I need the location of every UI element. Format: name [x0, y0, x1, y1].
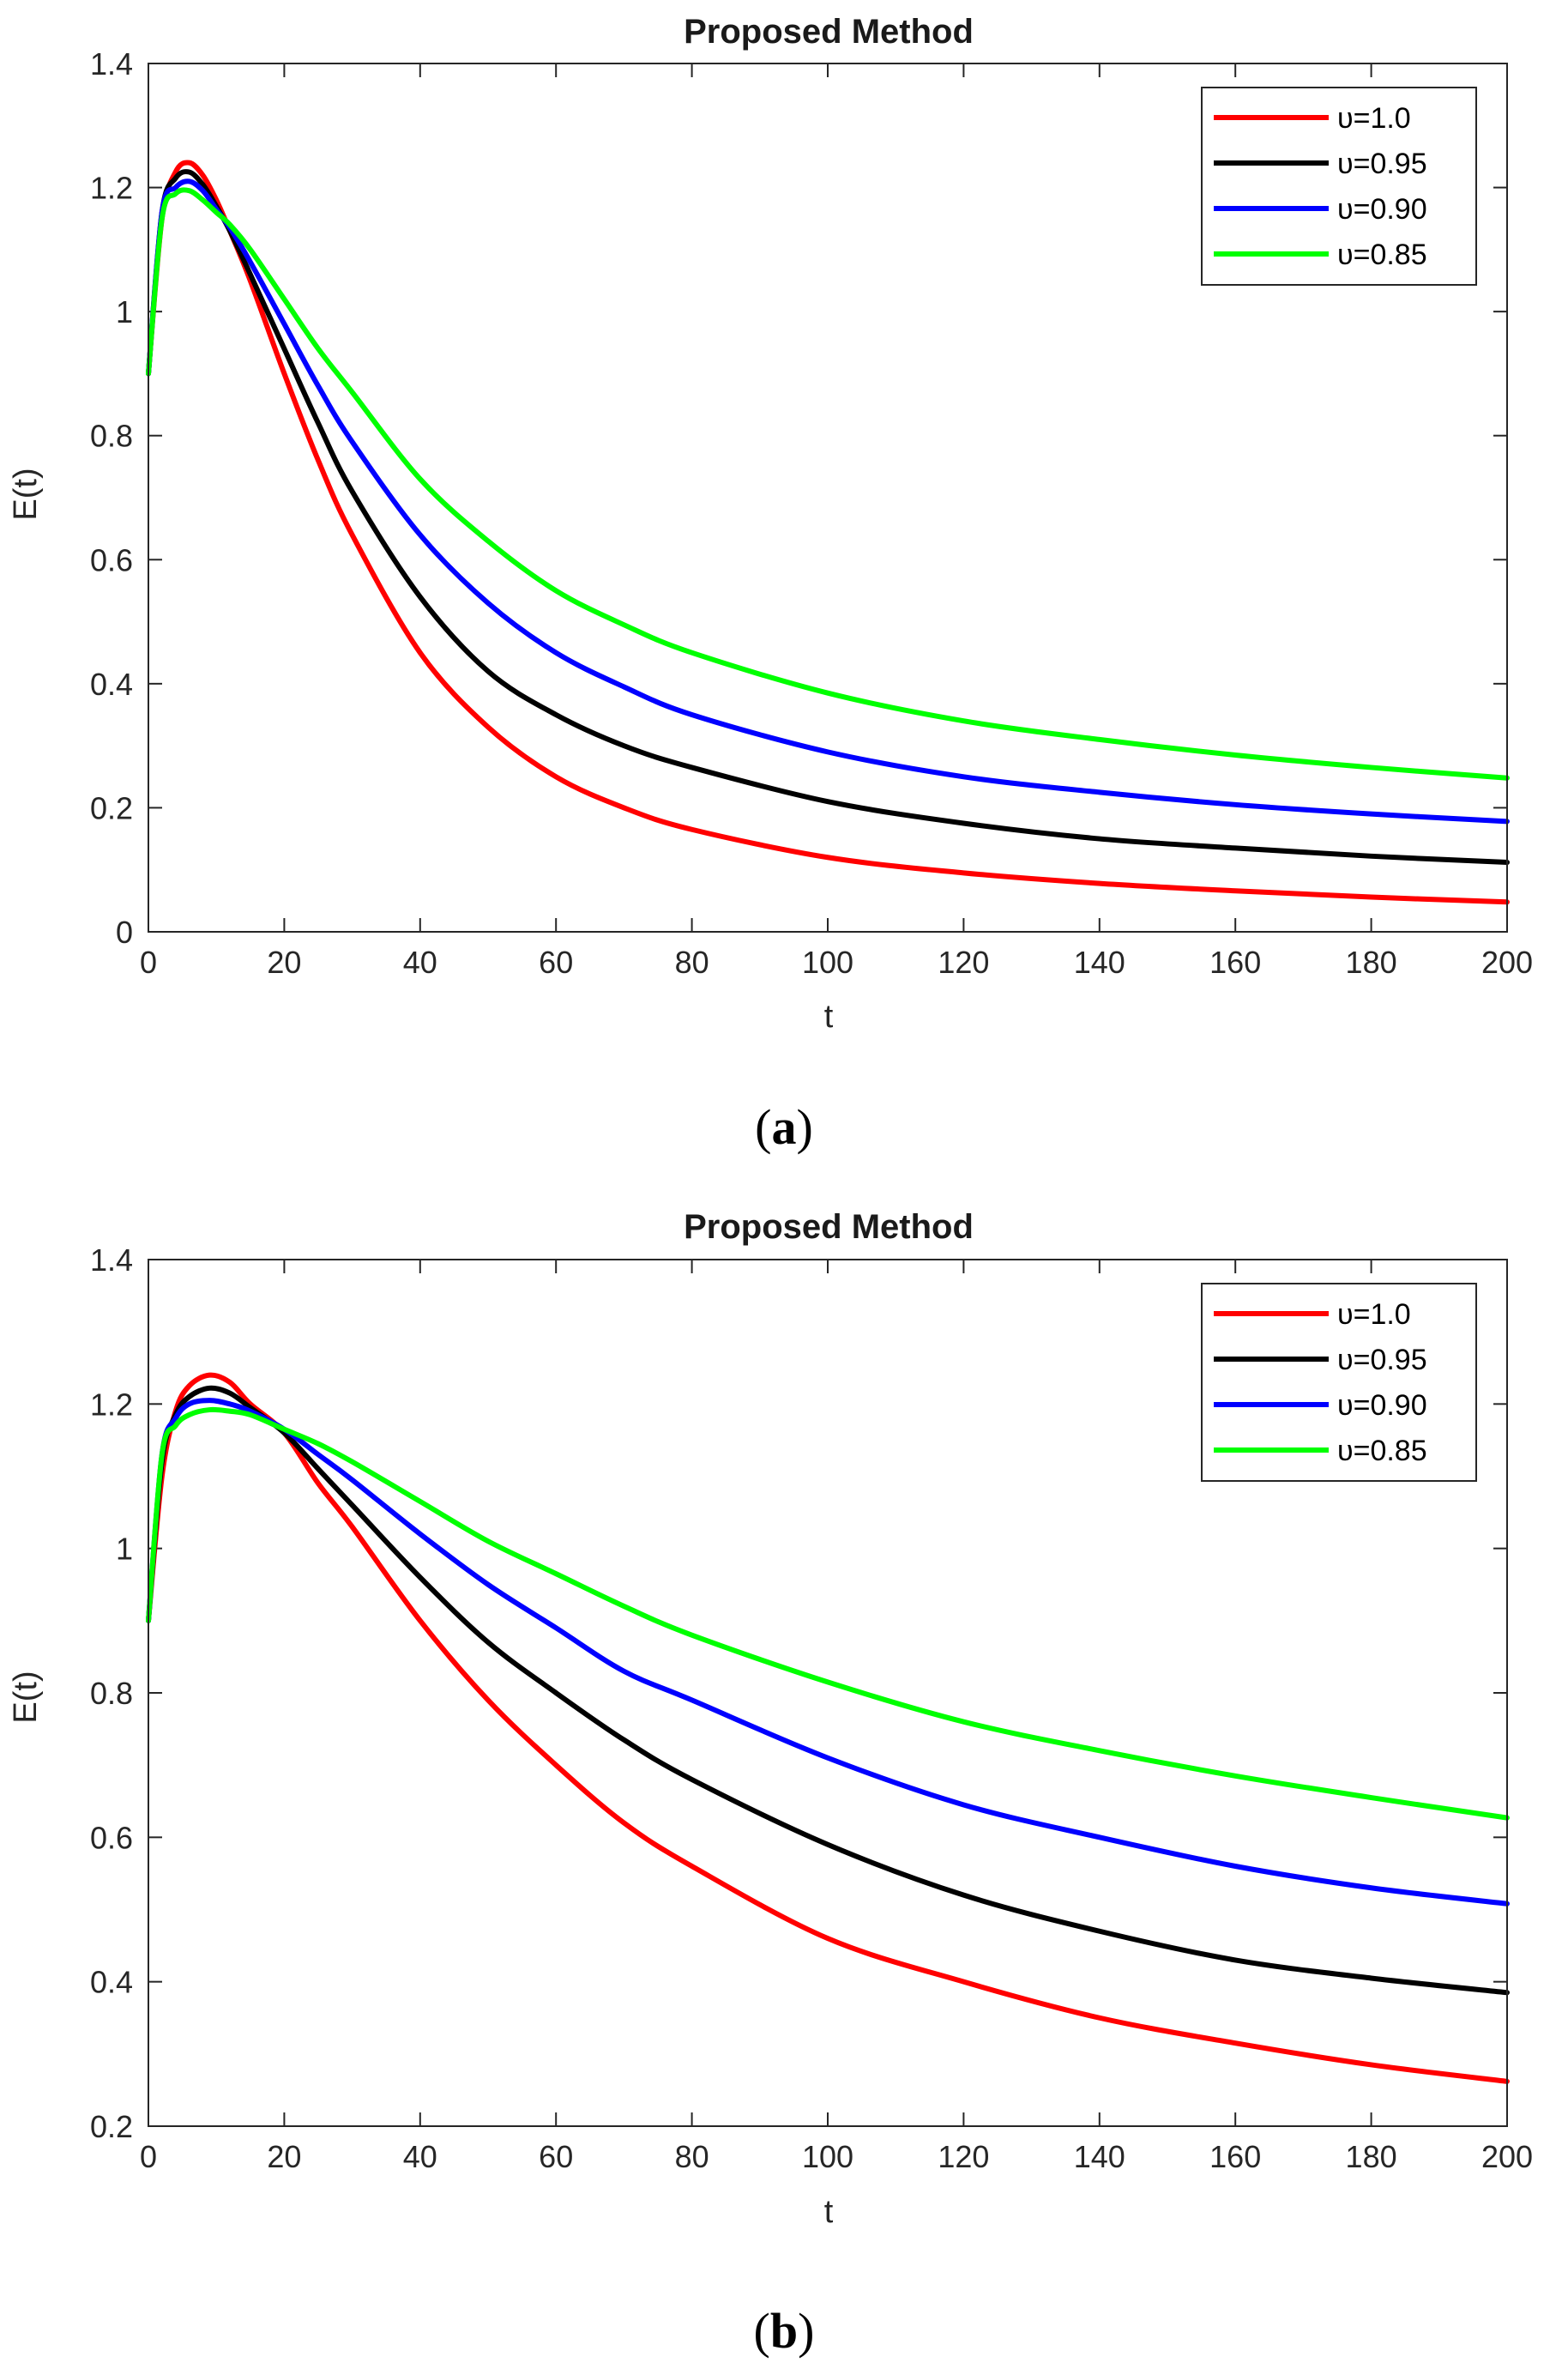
y-tick-label: 1.2	[90, 171, 133, 206]
caption-close-paren: )	[797, 1099, 813, 1155]
legend-label: υ=0.90	[1337, 1389, 1427, 1422]
x-tick-label: 140	[1074, 945, 1125, 980]
x-tick-label: 0	[140, 945, 157, 980]
series-line	[146, 1398, 1510, 1907]
x-tick-label: 180	[1346, 2139, 1397, 2174]
x-tick-label: 120	[938, 2139, 989, 2174]
caption-letter: a	[772, 1099, 797, 1155]
y-tick-label: 1	[116, 294, 133, 329]
y-axis-label: E(t)	[8, 468, 44, 520]
x-tick-label: 40	[403, 945, 437, 980]
chart-title: Proposed Method	[684, 13, 974, 51]
y-tick-label: 0.8	[90, 419, 133, 454]
x-tick-label: 60	[539, 2139, 573, 2174]
y-axis-ticks: 0 0.2 0.4 0.6 0.8 1 1.2 1.4	[90, 46, 1507, 950]
y-tick-label: 0.2	[90, 2109, 133, 2144]
panel-caption: (b)	[754, 2303, 815, 2359]
x-tick-label: 200	[1481, 2139, 1533, 2174]
y-tick-label: 0.4	[90, 1965, 133, 2000]
x-axis-ticks: 0 20 40 60 80 100 120 140 160 180 200	[140, 1260, 1533, 2174]
series-line	[146, 1406, 1510, 1821]
x-tick-label: 160	[1209, 2139, 1261, 2174]
caption-open-paren: (	[754, 2303, 770, 2359]
y-tick-label: 0.6	[90, 542, 133, 577]
y-tick-label: 0	[116, 915, 133, 950]
legend: υ=1.0 υ=0.95 υ=0.90 υ=0.85	[1201, 87, 1477, 286]
series-line	[146, 160, 1510, 905]
caption-open-paren: (	[755, 1099, 771, 1155]
series-line	[146, 1385, 1510, 1996]
x-tick-label: 180	[1346, 945, 1397, 980]
x-tick-label: 140	[1074, 2139, 1125, 2174]
legend-label: υ=0.95	[1337, 148, 1427, 180]
panel-caption: (a)	[755, 1099, 813, 1155]
y-tick-label: 1.2	[90, 1387, 133, 1422]
x-tick-label: 80	[675, 945, 709, 980]
caption-letter: b	[770, 2303, 798, 2359]
x-tick-label: 80	[675, 2139, 709, 2174]
x-tick-label: 60	[539, 945, 573, 980]
axes-frame	[148, 1259, 1508, 2127]
legend-label: υ=0.90	[1337, 193, 1427, 226]
y-axis-label: E(t)	[8, 1671, 44, 1723]
x-tick-label: 200	[1481, 945, 1533, 980]
series-line	[146, 169, 1510, 866]
x-tick-label: 160	[1209, 945, 1261, 980]
x-axis-ticks: 0 20 40 60 80 100 120 140 160 180 200	[140, 63, 1533, 980]
y-tick-label: 0.2	[90, 790, 133, 825]
y-axis-ticks: 0.2 0.4 0.6 0.8 1 1.2 1.4	[90, 1242, 1507, 2144]
x-tick-label: 100	[802, 945, 853, 980]
chart-panel-b: Proposed Method 0 20 40 60 80 100 120 140 160 180…	[8, 1208, 1533, 2359]
y-tick-label: 1.4	[90, 46, 133, 82]
plot-area	[146, 160, 1510, 905]
y-tick-label: 0.6	[90, 1820, 133, 1855]
legend-label: υ=1.0	[1337, 1298, 1411, 1331]
plot-area	[146, 1372, 1510, 2084]
caption-close-paren: )	[798, 2303, 814, 2359]
x-tick-label: 100	[802, 2139, 853, 2174]
chart-title: Proposed Method	[684, 1208, 974, 1246]
chart-panel-a: Proposed Method 0 20 40 60 80 100 120 140 160 180…	[8, 13, 1533, 1155]
y-tick-label: 0.8	[90, 1676, 133, 1711]
axes-frame	[148, 63, 1508, 933]
y-tick-label: 1.4	[90, 1242, 133, 1278]
x-tick-label: 0	[140, 2139, 157, 2174]
legend-label: υ=0.95	[1337, 1344, 1427, 1376]
x-tick-label: 20	[267, 945, 301, 980]
x-tick-label: 40	[403, 2139, 437, 2174]
x-axis-label: t	[824, 999, 834, 1035]
x-tick-label: 20	[267, 2139, 301, 2174]
y-tick-label: 0.4	[90, 667, 133, 702]
x-tick-label: 120	[938, 945, 989, 980]
series-line	[146, 178, 1510, 825]
legend: υ=1.0 υ=0.95 υ=0.90 υ=0.85	[1201, 1283, 1477, 1482]
legend-label: υ=0.85	[1337, 239, 1427, 271]
legend-label: υ=0.85	[1337, 1435, 1427, 1467]
y-tick-label: 1	[116, 1532, 133, 1567]
legend-label: υ=1.0	[1337, 102, 1411, 135]
series-line	[146, 1372, 1510, 2084]
x-axis-label: t	[824, 2194, 834, 2230]
series-line	[146, 187, 1510, 781]
